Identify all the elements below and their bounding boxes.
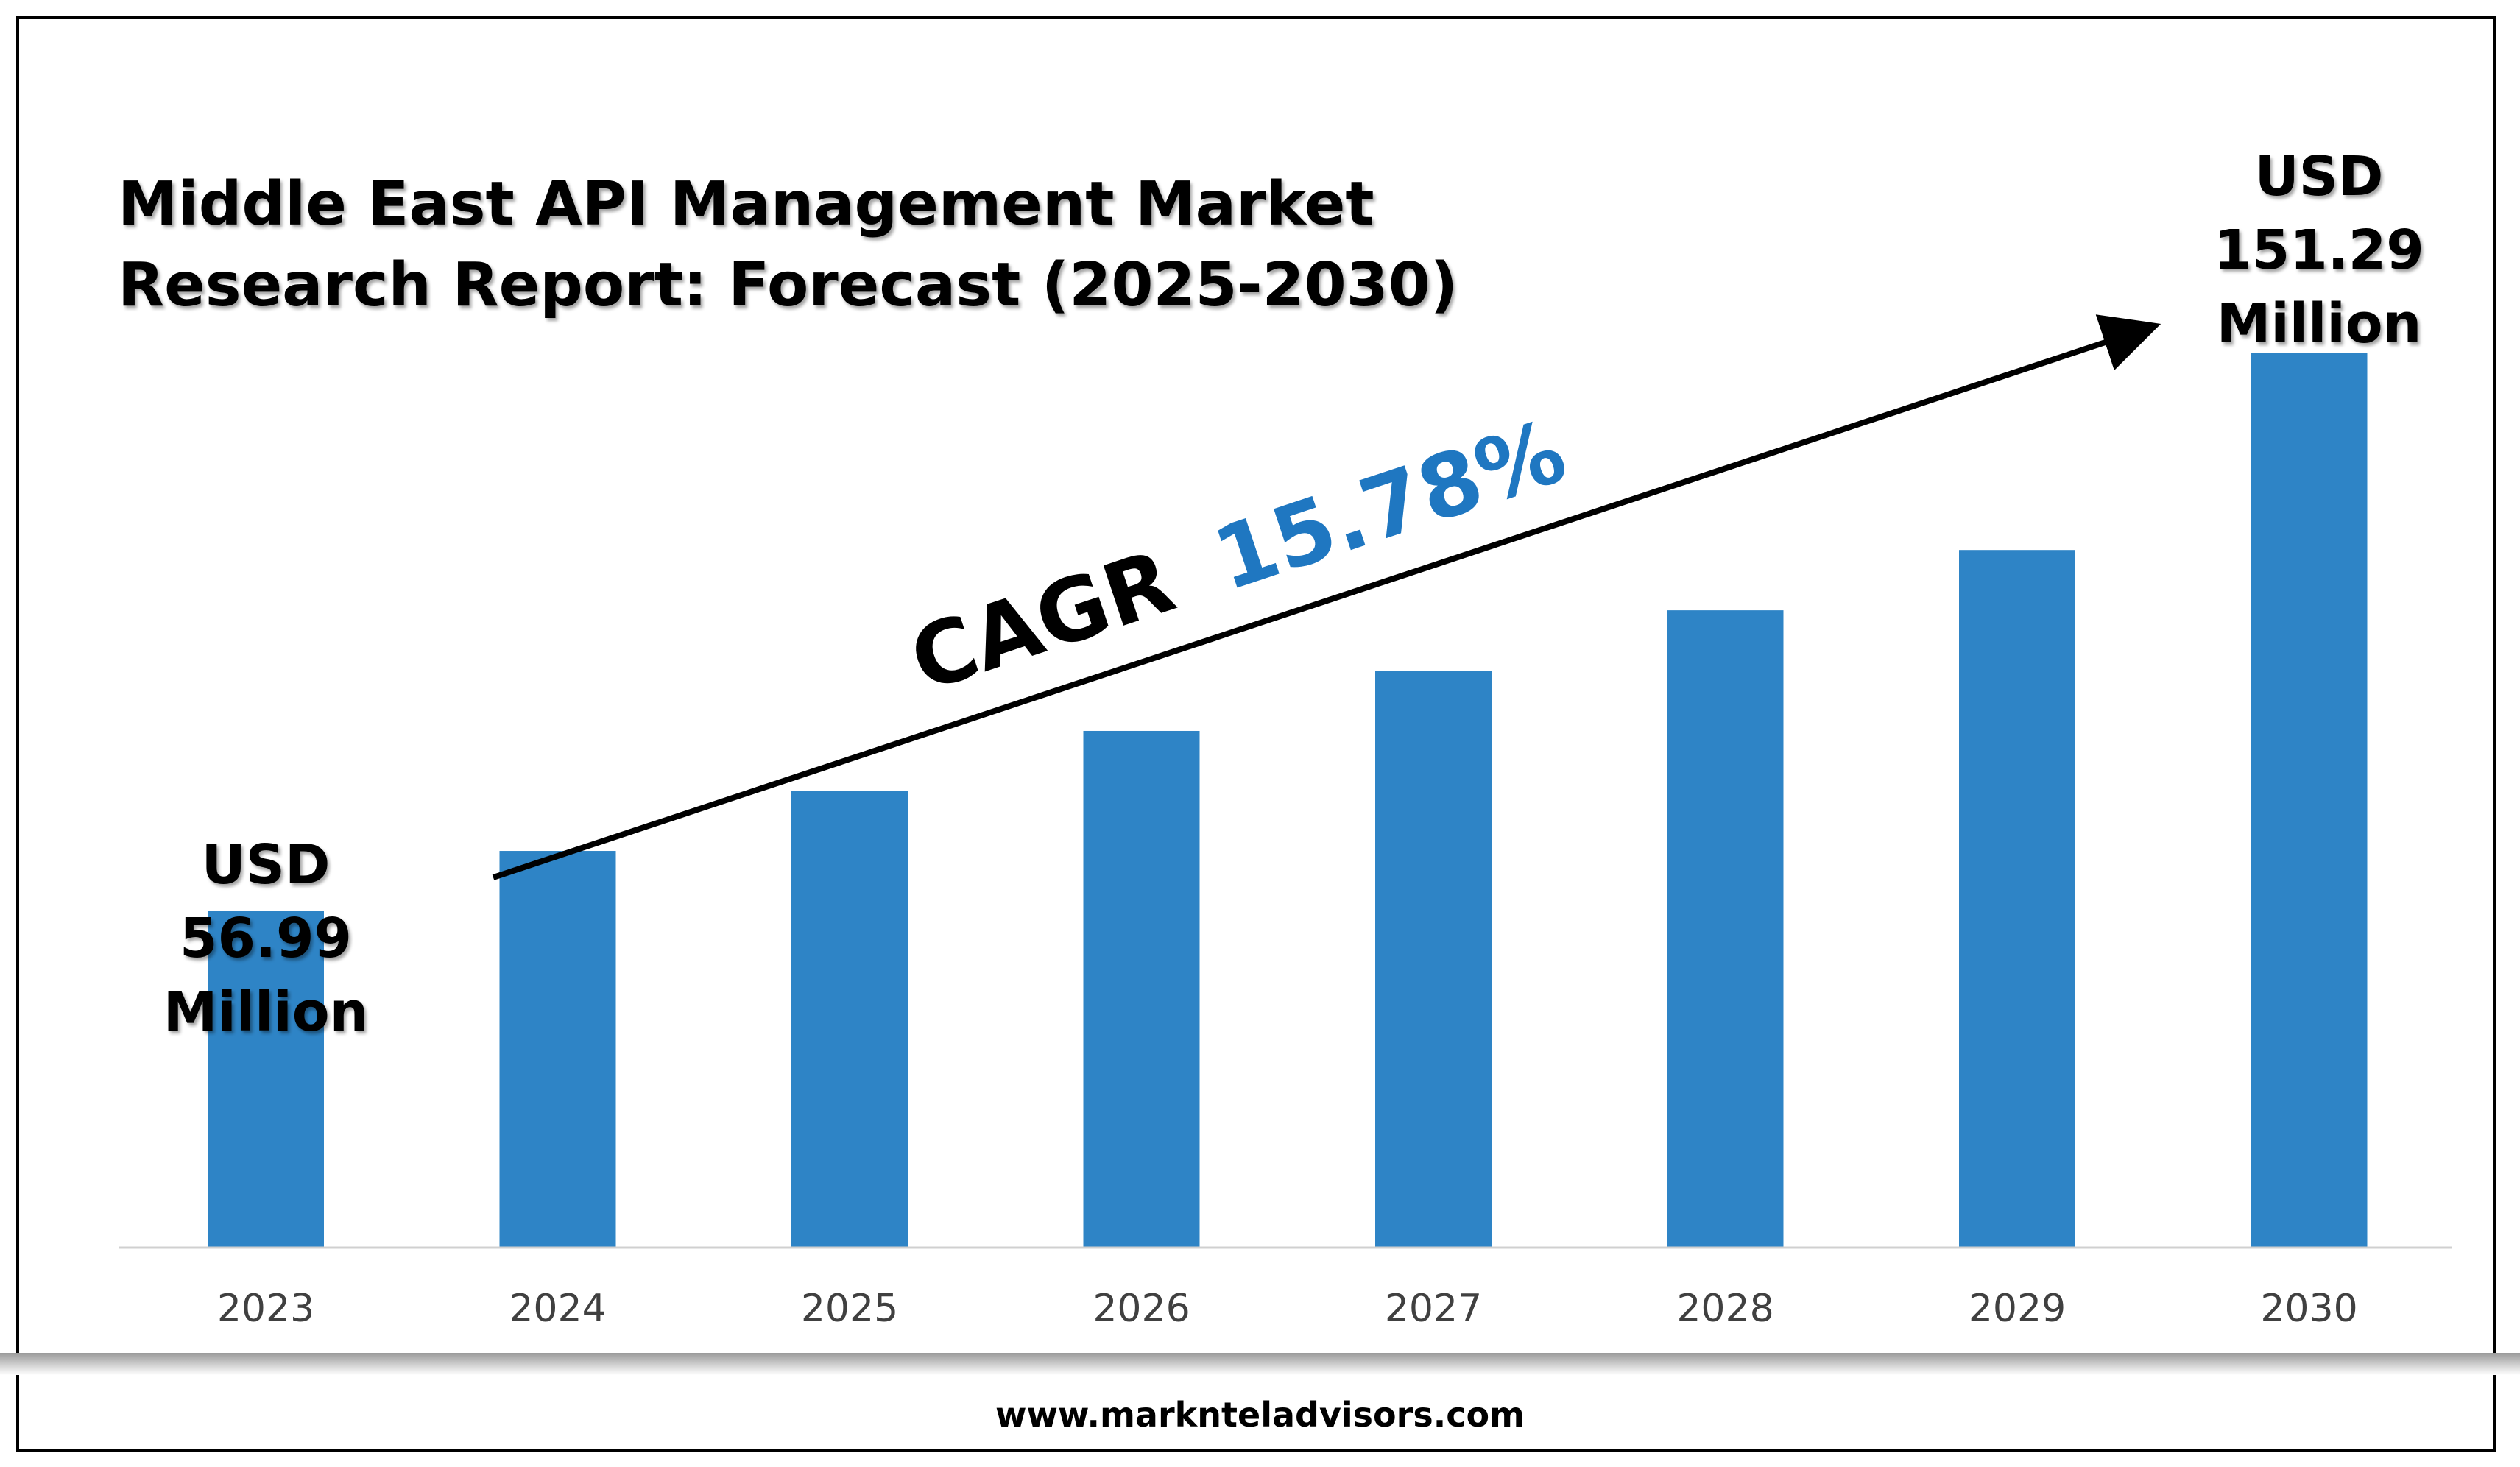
chart-title-line-1: Middle East API Management Market [118,169,1374,239]
first-label-unit: Million [163,980,369,1044]
x-tick-label: 2026 [1093,1287,1190,1331]
last-label-currency: USD [2255,145,2384,208]
x-axis-ticks: 2023 2024 2025 2026 2027 2028 2029 2030 [217,1287,2358,1331]
bar-2025 [791,791,908,1248]
chart-title: Middle East API Management Market Resear… [118,169,1458,320]
first-label-currency: USD [202,833,331,897]
x-tick-label: 2024 [509,1287,606,1331]
bar-2030 [2251,353,2368,1248]
bars [208,353,2368,1248]
chart-frame [16,16,2496,1452]
trend-arrow [492,314,2161,880]
last-label-value: 151.29 [2214,219,2424,282]
x-tick-label: 2023 [217,1287,314,1331]
x-tick-label: 2028 [1676,1287,1773,1331]
last-label-unit: Million [2217,292,2422,356]
x-tick-label: 2030 [2260,1287,2357,1331]
first-label-value: 56.99 [180,907,352,970]
footer-url: www.marknteladvisors.com [995,1395,1525,1435]
chart-title-line-2: Research Report: Forecast (2025-2030) [118,250,1458,320]
x-tick-label: 2027 [1385,1287,1482,1331]
footer-divider [0,1353,2520,1375]
cagr-label: CAGR [898,530,1186,711]
cagr-annotation: CAGR 15.78% [898,400,1577,711]
bar-2027 [1375,671,1492,1248]
bar-2024 [499,851,616,1248]
bar-2023 [208,911,324,1248]
bar-2029 [1959,550,2075,1248]
x-tick-label: 2025 [801,1287,898,1331]
bar-2028 [1667,610,1784,1248]
x-tick-label: 2029 [1969,1287,2066,1331]
last-value-label: USD 151.29 Million [2214,145,2424,356]
first-value-label: USD 56.99 Million [163,833,369,1044]
bar-2026 [1083,730,1200,1248]
